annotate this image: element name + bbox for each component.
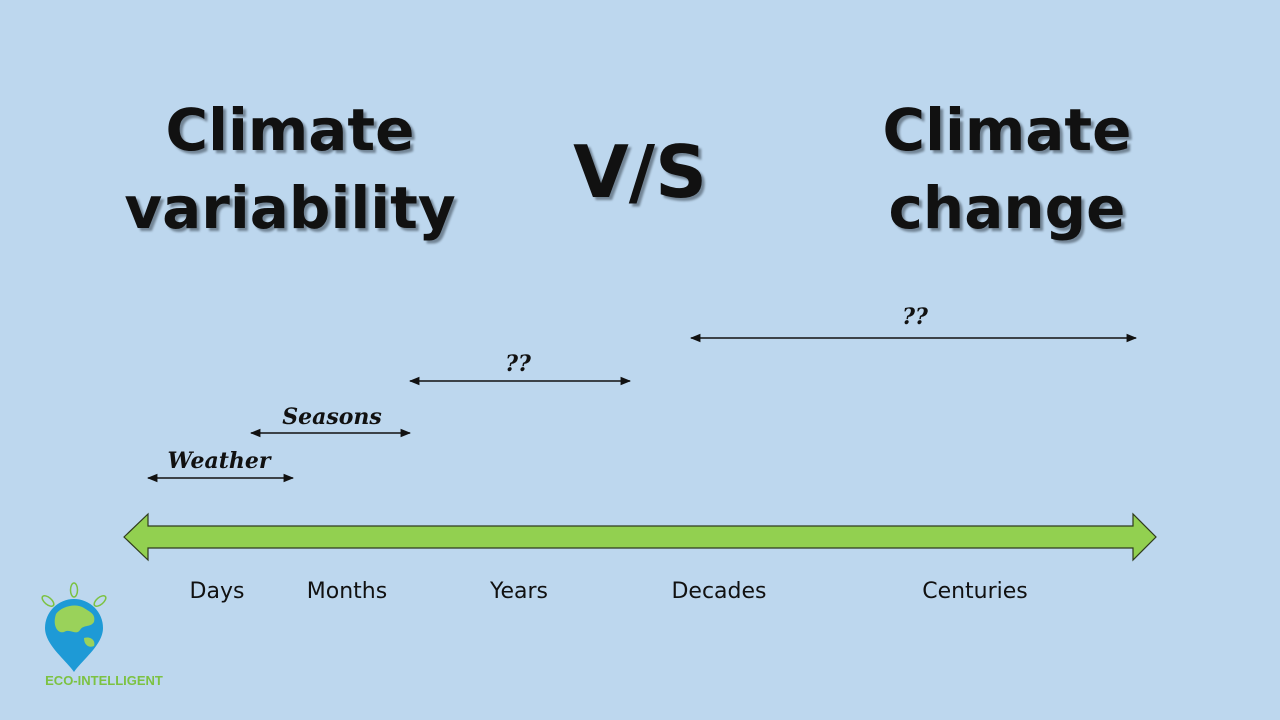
timescale-centuries: Centuries: [922, 579, 1028, 604]
logo-text: ECO-INTELLIGENT: [45, 673, 163, 688]
span-label: ??: [902, 304, 929, 330]
span-label: Weather: [168, 448, 272, 474]
timescale-years: Years: [489, 579, 548, 604]
span-label: ??: [505, 351, 532, 377]
left-title: Climate variability: [124, 96, 455, 242]
right-title-line2: change: [889, 174, 1126, 242]
eco-intelligent-logo: ECO-INTELLIGENT: [41, 582, 163, 688]
leaf-icon: [41, 582, 107, 607]
span-weather: Weather: [146, 448, 295, 483]
span-unknown-centuries: ??: [689, 304, 1138, 343]
versus-label: V/S: [573, 130, 707, 214]
continent-icon: [54, 605, 95, 633]
timeline-arrow: [123, 512, 1157, 562]
timescale-decades: Decades: [671, 579, 766, 604]
span-seasons: Seasons: [249, 404, 412, 438]
left-title-line1: Climate: [166, 96, 415, 164]
span-label: Seasons: [282, 404, 382, 430]
span-unknown-years: ??: [408, 351, 632, 386]
right-title-line1: Climate: [883, 96, 1132, 164]
timescale-months: Months: [307, 579, 387, 604]
timescale-days: Days: [190, 579, 245, 604]
right-title: Climate change: [883, 96, 1132, 242]
left-title-line2: variability: [124, 174, 455, 242]
continent-icon: [84, 637, 95, 647]
